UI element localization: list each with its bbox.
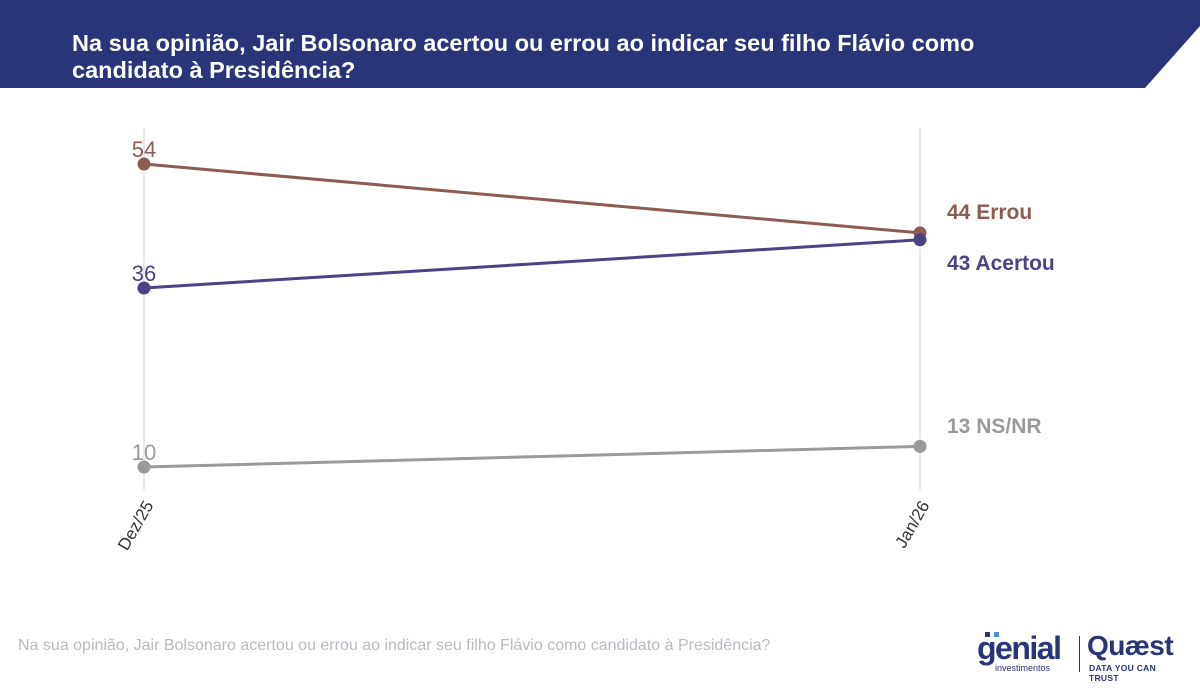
footnote: Na sua opinião, Jair Bolsonaro acertou o…: [18, 637, 771, 654]
genial-wordmark: genial: [977, 630, 1062, 666]
quaest-logo: Quæst DATA YOU CAN TRUST: [1087, 630, 1185, 683]
point-ns-nr-2: [913, 439, 927, 453]
quaest-wordmark: Quæst: [1087, 630, 1174, 661]
x-tick-label: Jan/26: [891, 498, 933, 552]
line-chart: Dez/25 Jan/26 54 36 10 44 Errou 43 Acertou 13 N…: [114, 128, 1055, 554]
end-label-errou: 44 Errou: [947, 201, 1032, 224]
point-acertou-1: [137, 281, 151, 295]
series-line-ns-nr: [143, 444, 921, 469]
end-label-acertou: 43 Acertou: [947, 252, 1055, 275]
chart-title: Na sua opinião, Jair Bolsonaro acertou o…: [72, 30, 975, 83]
genial-subtitle: investimentos: [995, 663, 1051, 673]
point-ns-nr-1: [137, 460, 151, 474]
series-line-acertou: [143, 238, 921, 290]
logos: genial investimentos Quæst DATA YOU CAN …: [975, 630, 1185, 683]
end-label-ns-nr: 13 NS/NR: [947, 415, 1042, 438]
data-label-acertou-start: 36: [132, 261, 156, 286]
genial-logo: genial investimentos: [975, 630, 1075, 676]
x-tick-label: Dez/25: [114, 498, 157, 554]
data-label-errou-start: 54: [132, 137, 156, 162]
series-line-errou: [143, 162, 921, 235]
point-errou-1: [137, 157, 151, 171]
header-bar: [0, 0, 1200, 88]
quaest-tagline: DATA YOU CAN TRUST: [1089, 663, 1157, 683]
data-label-ns-nr-start: 10: [132, 440, 156, 465]
genial-accent-icon: [985, 632, 999, 637]
point-acertou-2: [913, 233, 927, 247]
logo-separator: [1079, 636, 1080, 672]
